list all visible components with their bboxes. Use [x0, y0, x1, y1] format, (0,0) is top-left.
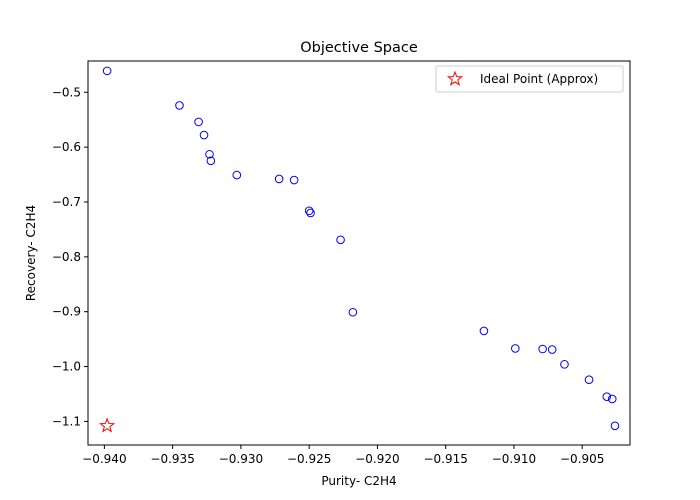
data-point	[602, 392, 612, 402]
data-point	[232, 170, 242, 180]
data-point	[560, 360, 569, 369]
data-point	[607, 394, 617, 404]
x-axis-ticks: −0.940 −0.935 −0.930 −0.925 −0.920 −0.915 −0.9…	[82, 445, 604, 466]
data-point	[304, 206, 314, 216]
y-tick-label: −1.0	[52, 360, 81, 374]
data-point	[336, 235, 345, 245]
data-point	[348, 307, 358, 317]
legend: Ideal Point (Approx)	[435, 65, 624, 93]
y-tick-label: −0.6	[52, 140, 81, 154]
data-point	[199, 130, 209, 140]
data-point	[610, 421, 620, 431]
y-tick-label: −0.9	[52, 305, 81, 319]
data-point	[175, 101, 184, 110]
y-tick-label: −0.8	[52, 250, 81, 264]
data-point	[194, 117, 203, 127]
x-tick-label: −0.925	[287, 452, 331, 466]
data-point	[206, 156, 216, 166]
x-tick-label: −0.930	[219, 452, 263, 466]
data-point	[479, 326, 489, 336]
legend-entry-label: Ideal Point (Approx)	[480, 72, 598, 86]
data-point	[547, 345, 557, 354]
y-axis-label: Recovery- C2H4	[24, 205, 38, 301]
x-axis-label: Purity- C2H4	[321, 474, 396, 488]
y-tick-label: −0.7	[52, 195, 81, 209]
data-point	[306, 208, 315, 218]
y-tick-label: −1.1	[52, 414, 81, 428]
plot-area	[87, 60, 631, 446]
x-tick-label: −0.910	[492, 452, 536, 466]
chart-title: Objective Space	[300, 40, 418, 56]
legend-star-icon	[446, 70, 464, 86]
y-axis-ticks: −0.5 −0.6 −0.7 −0.8 −0.9 −1.0 −1.1	[52, 85, 88, 428]
data-point	[538, 344, 547, 354]
x-tick-label: −0.935	[150, 452, 194, 466]
data-point	[102, 66, 112, 76]
y-tick-label: −0.5	[52, 85, 81, 99]
x-tick-label: −0.905	[560, 452, 604, 466]
x-tick-label: −0.920	[355, 452, 399, 466]
x-tick-label: −0.915	[423, 452, 467, 466]
x-tick-label: −0.940	[82, 452, 126, 466]
axes-frame	[87, 60, 631, 446]
ideal-point-marker	[99, 417, 116, 433]
data-point	[274, 174, 284, 184]
legend-box	[435, 65, 624, 93]
data-point	[289, 175, 299, 185]
data-point	[511, 344, 520, 353]
data-point	[205, 149, 214, 159]
data-point	[584, 375, 594, 385]
